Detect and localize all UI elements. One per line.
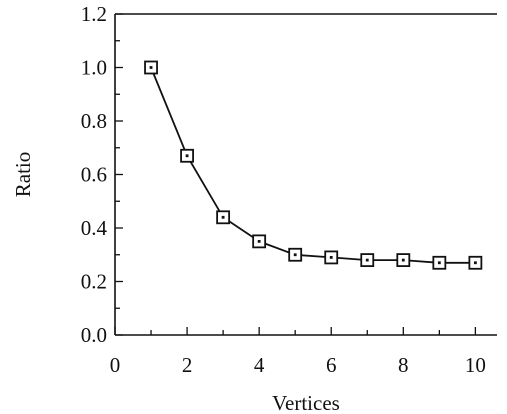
y-tick-label: 1.0 [81, 56, 107, 80]
data-point [396, 253, 411, 268]
data-point-marker-dot [185, 154, 189, 158]
data-point-marker-dot [437, 261, 441, 265]
data-point-marker-dot [401, 258, 405, 262]
y-tick-label: 0.0 [81, 323, 107, 347]
data-point [360, 253, 375, 268]
y-tick-label: 0.2 [81, 270, 107, 294]
data-point-marker-dot [149, 66, 153, 69]
data-point [324, 250, 339, 265]
data-series [144, 60, 483, 270]
data-point-marker-dot [221, 215, 225, 219]
x-tick-label: 6 [326, 353, 337, 377]
data-point [468, 255, 483, 270]
x-tick-label: 8 [398, 353, 409, 377]
data-point [288, 247, 303, 262]
x-tick-label: 2 [182, 353, 193, 377]
data-point [432, 255, 447, 270]
y-tick-label: 1.2 [81, 2, 107, 26]
data-point [252, 234, 267, 249]
data-point-marker-dot [473, 261, 477, 265]
y-tick-label: 0.6 [81, 163, 107, 187]
ticks [114, 13, 477, 336]
data-point [180, 148, 194, 163]
y-tick-label: 0.4 [81, 216, 108, 240]
x-tick-label: 10 [465, 353, 486, 377]
data-point [216, 210, 231, 225]
data-point [144, 60, 158, 75]
x-tick-label: 4 [254, 353, 265, 377]
tick-labels: 0.0 0.2 0.4 0.6 0.8 1.0 1.2 0 2 4 6 8 10 [81, 2, 486, 377]
data-point-marker-dot [257, 239, 261, 243]
x-tick-label: 0 [110, 353, 121, 377]
y-tick-label: 0.8 [81, 109, 107, 133]
data-point-marker-dot [365, 258, 369, 262]
data-point-marker-dot [329, 256, 333, 259]
chart-axes [114, 13, 497, 336]
x-axis-title: Vertices [272, 391, 340, 414]
data-point-marker-dot [293, 253, 297, 257]
y-axis-title: Ratio [11, 152, 35, 198]
series-line [150, 67, 476, 264]
